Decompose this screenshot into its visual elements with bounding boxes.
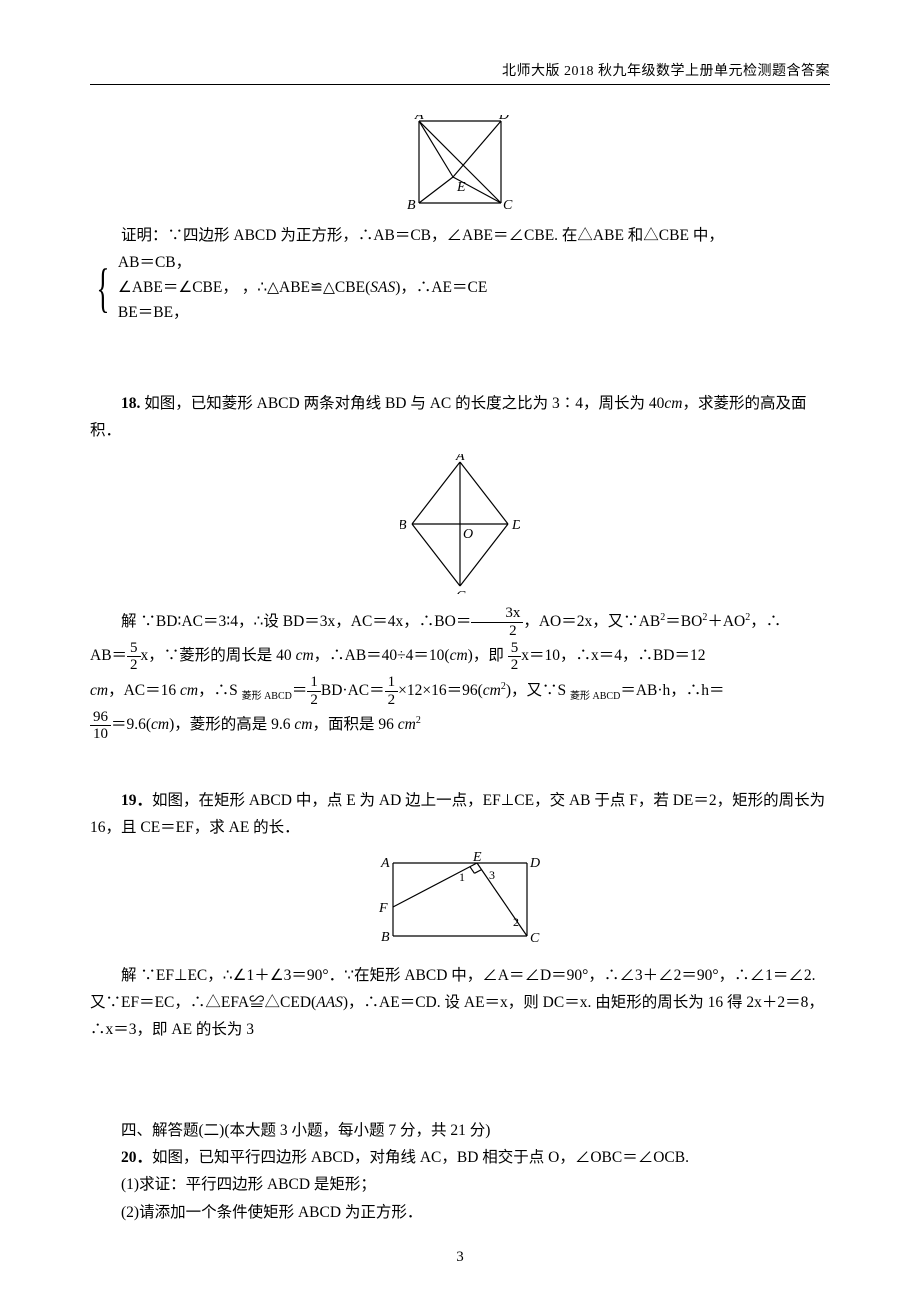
p20-sub1: (1)求证：平行四边形 ABCD 是矩形； [90,1171,830,1198]
p18-s3g: ＝AB·h，∴h＝ [620,682,724,699]
frac-num: 3x [471,605,523,623]
p19-qtext: 如图，在矩形 ABCD 中，点 E 为 AD 边上一点，EF⊥CE，交 AB 于… [90,792,825,836]
p17-proof-line: 证明：∵四边形 ABCD 为正方形，∴AB＝CB，∠ABE＝∠CBE. 在△AB… [90,222,830,249]
p18-unit: cm [664,395,682,412]
figure-18: A B C D O [90,454,830,599]
p18-s2e: x＝10，∴x＝4，∴BD＝12 [521,647,705,664]
p18-solution-4: 9610＝9.6(cm)，菱形的高是 9.6 cm，面积是 96 cm2 [90,708,830,742]
p19-solution: 解 ∵EF⊥EC，∴∠1＋∠3＝90°．∵在矩形 ABCD 中，∠A＝∠D＝90… [90,962,830,1043]
p20-qtext: 如图，已知平行四边形 ABCD，对角线 AC，BD 相交于点 O，∠OBC＝∠O… [152,1149,689,1166]
svg-text:D: D [511,518,520,533]
svg-text:2: 2 [513,915,519,929]
p18-s2a: AB＝ [90,647,127,664]
p18-s3f: )，又∵S [506,682,570,699]
figure-17: A D B C E [90,115,830,216]
frac-num: 1 [385,674,399,692]
p18-s3e: ×12×16＝96( [398,682,483,699]
unit-cm: cm [90,682,108,699]
p18-s1c: ＝BO [665,613,702,630]
p18-s1d: ＋AO [707,613,745,630]
p18-s3d: BD·AC＝ [321,682,385,699]
p17-brace-3: BE＝BE， [118,301,487,326]
unit-cm: cm [294,716,312,733]
p18-s1a: 解 ∵BD∶AC＝3∶4，∴设 BD＝3x，AC＝4x，∴BO＝ [121,613,471,630]
p18-s2b: x，∵菱形的周长是 40 [141,647,296,664]
p17-brace-1: AB＝CB， [118,251,487,276]
frac-num: 96 [90,709,111,727]
frac-num: 5 [508,640,522,658]
svg-text:3: 3 [489,868,495,882]
p18-s2d: )，即 [468,647,508,664]
p17-after-brace: ，∴△ABE≌△CBE( [242,279,371,296]
p18-prefix: 18. [121,395,140,412]
p19-question: 19．如图，在矩形 ABCD 中，点 E 为 AD 边上一点，EF⊥CE，交 A… [90,787,830,841]
p18-s4b: )，菱形的高是 9.6 [169,716,294,733]
svg-text:1: 1 [459,870,465,884]
svg-text:E: E [456,180,466,195]
frac-den: 2 [385,692,399,709]
svg-text:A: A [380,856,390,871]
unit-cm: cm [180,682,198,699]
p20-sub2: (2)请添加一个条件使矩形 ABCD 为正方形． [90,1199,830,1226]
p20-prefix: 20． [121,1149,152,1166]
page-header: 北师大版 2018 秋九年级数学上册单元检测题含答案 [90,60,830,85]
frac-den: 10 [90,726,111,743]
p18-s2c: ，∴AB＝40÷4＝10( [314,647,450,664]
section-4-heading: 四、解答题(二)(本大题 3 小题，每小题 7 分，共 21 分) [90,1117,830,1144]
svg-text:O: O [463,527,473,542]
svg-text:C: C [456,589,466,594]
page-number: 3 [0,1249,920,1266]
unit-cm: cm [398,716,416,733]
p18-solution-2: AB＝52x，∵菱形的周长是 40 cm，∴AB＝40÷4＝10(cm)，即 5… [90,639,830,673]
svg-text:E: E [472,851,482,865]
p18-solution: 解 ∵BD∶AC＝3∶4，∴设 BD＝3x，AC＝4x，∴BO＝3x2，AO＝2… [90,605,830,639]
p18-s1e: ，∴ [750,613,781,630]
p18-s3a: ，AC＝16 [108,682,180,699]
svg-text:D: D [529,856,540,871]
p19-prefix: 19． [121,792,152,809]
svg-text:A: A [414,115,424,123]
svg-text:B: B [400,518,407,533]
svg-text:A: A [455,454,465,464]
frac-num: 5 [127,640,141,658]
figure-19: A E D B C F 1 3 2 [90,851,830,956]
p17-brace-block: { AB＝CB， ∠ABE＝∠CBE， ，∴△ABE≌△CBE(SAS)，∴AE… [90,251,830,325]
p18-s4a: ＝9.6( [111,716,151,733]
p18-s3b: ，∴S [198,682,242,699]
svg-text:C: C [503,198,513,211]
sub-rhombus: 菱形 ABCD [570,691,620,702]
brace-left: { [96,261,109,315]
svg-text:B: B [407,198,416,211]
p18-question: 18. 如图，已知菱形 ABCD 两条对角线 BD 与 AC 的长度之比为 3∶… [90,390,830,444]
aas: AAS [316,994,343,1011]
svg-text:D: D [498,115,509,123]
unit-cm: cm [483,682,501,699]
unit-cm: cm [151,716,169,733]
p17-after-sas: )，∴AE＝CE [395,279,487,296]
p20-question: 20．如图，已知平行四边形 ABCD，对角线 AC，BD 相交于点 O，∠OBC… [90,1144,830,1171]
frac-den: 2 [127,657,141,674]
sas: SAS [370,279,395,296]
frac-den: 2 [471,623,523,640]
svg-text:C: C [530,931,540,946]
svg-text:B: B [381,930,390,945]
unit-cm: cm [296,647,314,664]
p18-s3c: ＝ [292,682,308,699]
p18-qtext: 如图，已知菱形 ABCD 两条对角线 BD 与 AC 的长度之比为 3∶4，周长… [144,395,664,412]
sub-rhombus: 菱形 ABCD [242,691,292,702]
frac-num: 1 [307,674,321,692]
p18-s1b: ，AO＝2x，又∵AB [523,613,660,630]
p17-brace-2: ∠ABE＝∠CBE， [118,279,238,296]
p18-solution-3: cm，AC＝16 cm，∴S 菱形 ABCD＝12BD·AC＝12×12×16＝… [90,674,830,708]
unit-cm: cm [450,647,468,664]
frac-den: 2 [307,692,321,709]
frac-den: 2 [508,657,522,674]
p18-s4c: ，面积是 96 [313,716,398,733]
svg-text:F: F [378,901,388,916]
